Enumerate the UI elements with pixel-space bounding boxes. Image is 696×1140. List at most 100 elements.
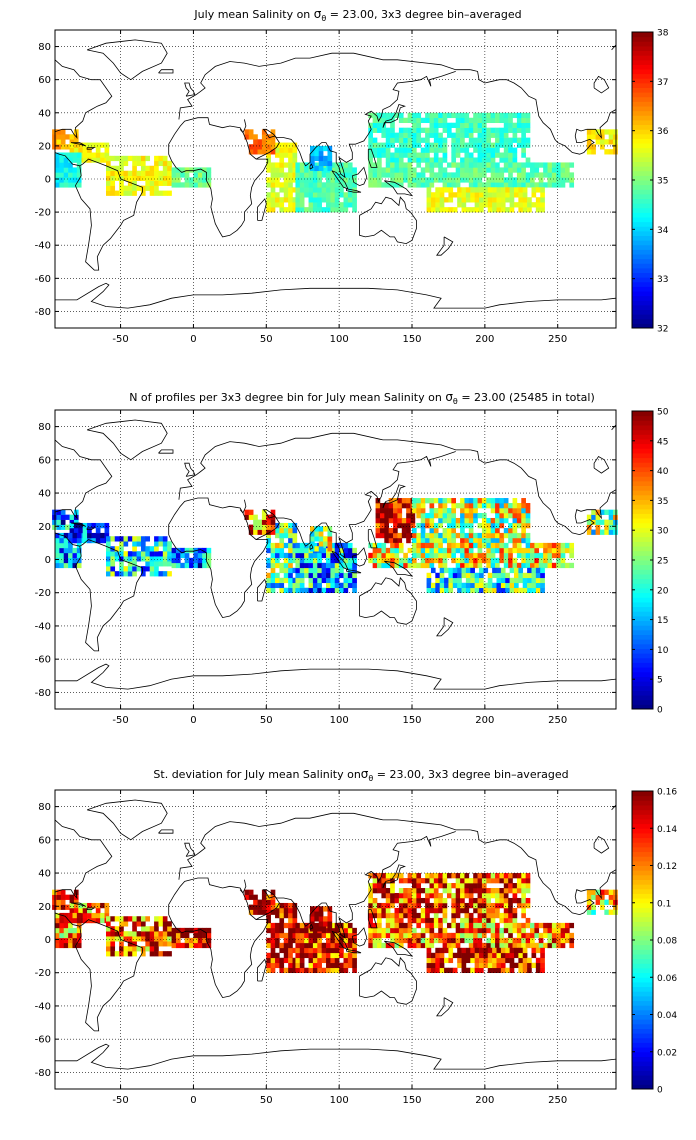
bin-cell bbox=[339, 927, 344, 934]
bin-cell bbox=[304, 192, 309, 198]
bin-cell bbox=[384, 508, 389, 514]
bin-cell bbox=[295, 562, 301, 569]
bin-cell bbox=[481, 897, 487, 904]
bin-cell bbox=[304, 937, 309, 944]
bin-cell bbox=[154, 926, 159, 932]
bin-cell bbox=[425, 907, 430, 914]
bin-cell bbox=[136, 946, 142, 952]
bin-cell bbox=[299, 562, 305, 569]
bin-cell bbox=[317, 957, 322, 964]
bin-cell bbox=[197, 552, 203, 559]
bin-cell bbox=[503, 167, 509, 173]
bin-cell bbox=[180, 942, 185, 949]
bin-cell bbox=[569, 547, 575, 554]
bin-cell bbox=[270, 542, 276, 549]
bin-cell bbox=[407, 932, 413, 939]
bin-cell bbox=[270, 172, 276, 178]
bin-cell bbox=[368, 132, 373, 138]
bin-cell bbox=[292, 587, 298, 594]
bin-cell bbox=[171, 172, 177, 178]
bin-cell bbox=[455, 127, 461, 133]
bin-cell bbox=[433, 117, 439, 124]
bin-cell bbox=[60, 514, 66, 520]
bin-cell bbox=[461, 962, 467, 969]
colorbar-tick-label: 30 bbox=[657, 527, 669, 537]
bin-cell bbox=[460, 137, 465, 143]
bin-cell bbox=[438, 562, 443, 569]
bin-cell bbox=[394, 937, 400, 944]
bin-cell bbox=[474, 187, 480, 193]
bin-cell bbox=[455, 122, 461, 128]
bin-cell bbox=[292, 917, 298, 924]
bin-cell bbox=[464, 932, 470, 939]
bin-cell bbox=[516, 942, 522, 949]
bin-cell bbox=[613, 139, 618, 145]
bin-cell bbox=[495, 167, 500, 173]
bin-cell bbox=[368, 902, 373, 909]
bin-cell bbox=[464, 167, 470, 173]
bin-cell bbox=[518, 967, 524, 974]
colorbar-segment bbox=[632, 314, 653, 320]
bin-cell bbox=[403, 117, 408, 124]
bin-cell bbox=[412, 942, 417, 949]
bin-cell bbox=[451, 142, 457, 148]
bin-cell bbox=[416, 562, 422, 569]
colorbar-segment bbox=[632, 532, 653, 538]
bin-cell bbox=[503, 892, 509, 899]
bin-cell bbox=[455, 137, 461, 143]
bin-cell bbox=[343, 552, 349, 559]
coastline bbox=[239, 499, 247, 514]
bin-cell bbox=[499, 127, 505, 133]
bin-cell bbox=[206, 927, 212, 934]
bin-cell bbox=[314, 145, 320, 152]
bin-cell bbox=[464, 927, 470, 934]
bin-cell bbox=[448, 187, 454, 193]
bin-cell bbox=[261, 909, 267, 915]
bin-cell bbox=[145, 180, 151, 186]
bin-cell bbox=[162, 941, 168, 947]
bin-cell bbox=[538, 542, 544, 549]
bin-cell bbox=[514, 947, 519, 954]
panel-title: St. deviation for July mean Salinity onσ… bbox=[153, 767, 568, 783]
bin-cell bbox=[295, 192, 301, 198]
bin-cell bbox=[158, 175, 164, 181]
bin-cell bbox=[521, 527, 526, 534]
bin-cell bbox=[451, 907, 457, 914]
bin-cell bbox=[439, 207, 445, 213]
bin-cell bbox=[508, 117, 513, 124]
bin-cell bbox=[468, 902, 474, 909]
bin-cell bbox=[123, 566, 129, 572]
bin-cell bbox=[457, 187, 462, 193]
bin-cell bbox=[283, 587, 289, 594]
bin-cell bbox=[393, 532, 398, 539]
bin-cell bbox=[455, 182, 461, 188]
bin-cell bbox=[270, 587, 276, 594]
bin-cell bbox=[377, 937, 382, 944]
colorbar-tick-label: 0.06 bbox=[657, 974, 677, 984]
bin-cell bbox=[438, 162, 443, 168]
bin-cell bbox=[266, 207, 271, 213]
bin-cell bbox=[318, 160, 324, 167]
colorbar-segment bbox=[632, 45, 653, 52]
bin-cell bbox=[439, 577, 445, 584]
bin-cell bbox=[464, 892, 470, 899]
x-tick-label: 250 bbox=[548, 715, 567, 726]
bin-cell bbox=[59, 157, 65, 163]
colorbar-segment bbox=[632, 36, 653, 42]
bin-cell bbox=[464, 132, 470, 138]
bin-cell bbox=[390, 927, 395, 934]
bin-cell bbox=[425, 537, 430, 544]
bin-cell bbox=[481, 878, 487, 884]
bin-cell bbox=[167, 551, 172, 557]
bin-cell bbox=[477, 182, 483, 188]
bin-cell bbox=[343, 547, 349, 554]
colorbar-segment bbox=[632, 189, 653, 195]
bin-cell bbox=[540, 962, 545, 969]
bin-cell bbox=[95, 907, 101, 914]
colorbar-segment bbox=[632, 267, 653, 274]
bin-cell bbox=[500, 962, 506, 969]
bin-cell bbox=[448, 207, 454, 213]
bin-cell bbox=[56, 134, 62, 140]
bin-cell bbox=[416, 537, 422, 544]
bin-cell bbox=[460, 547, 465, 554]
